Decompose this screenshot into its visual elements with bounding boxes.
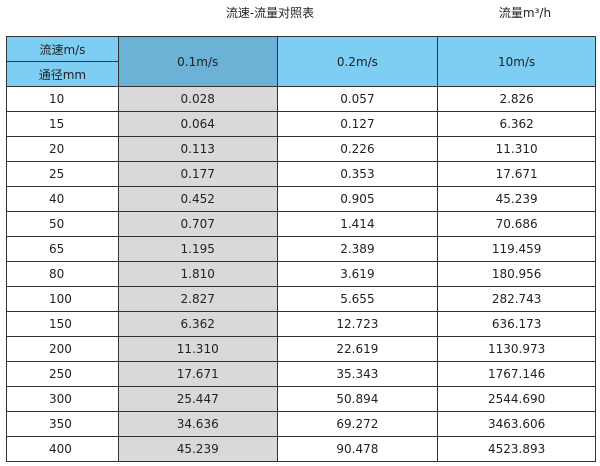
- table-row: 250 17.671 35.343 1767.146: [6, 361, 596, 387]
- flow-cell: 0.028: [117, 86, 278, 112]
- flow-cell: 282.743: [437, 286, 596, 312]
- table-title: 流速-流量对照表: [225, 6, 315, 20]
- flow-cell: 2.827: [117, 286, 278, 312]
- flow-cell: 22.619: [276, 336, 439, 362]
- flow-cell: 4523.893: [437, 436, 596, 462]
- flow-cell: 90.478: [276, 436, 439, 462]
- column-header: 10m/s: [437, 36, 596, 87]
- flow-cell: 17.671: [117, 361, 278, 387]
- flow-cell: 0.353: [276, 161, 439, 187]
- flow-cell: 69.272: [276, 411, 439, 437]
- diameter-cell: 40: [6, 186, 119, 212]
- flow-cell: 3.619: [276, 261, 439, 287]
- table-row: 100 2.827 5.655 282.743: [6, 286, 596, 312]
- flow-cell: 0.113: [117, 136, 278, 162]
- table-row: 300 25.447 50.894 2544.690: [6, 386, 596, 412]
- table-row: 65 1.195 2.389 119.459: [6, 236, 596, 262]
- table-row: 350 34.636 69.272 3463.606: [6, 411, 596, 437]
- diameter-cell: 50: [6, 211, 119, 237]
- flow-cell: 6.362: [437, 111, 596, 137]
- table-row: 10 0.028 0.057 2.826: [6, 86, 596, 112]
- table-row: 80 1.810 3.619 180.956: [6, 261, 596, 287]
- flow-cell: 5.655: [276, 286, 439, 312]
- diameter-cell: 10: [6, 86, 119, 112]
- header-row: 通径mm: [6, 61, 596, 87]
- table-row: 15 0.064 0.127 6.362: [6, 111, 596, 137]
- column-header: 0.1m/s: [117, 36, 278, 87]
- flow-cell: 1767.146: [437, 361, 596, 387]
- diameter-cell: 400: [6, 436, 119, 462]
- diameter-cell: 25: [6, 161, 119, 187]
- flow-cell: 0.064: [117, 111, 278, 137]
- flow-cell: 6.362: [117, 311, 278, 337]
- flow-cell: 17.671: [437, 161, 596, 187]
- flow-cell: 0.707: [117, 211, 278, 237]
- flow-cell: 180.956: [437, 261, 596, 287]
- diameter-cell: 20: [6, 136, 119, 162]
- flow-cell: 45.239: [437, 186, 596, 212]
- flow-cell: 0.452: [117, 186, 278, 212]
- flow-cell: 1.414: [276, 211, 439, 237]
- diameter-cell: 150: [6, 311, 119, 337]
- velocity-header: 流速m/s: [6, 36, 119, 62]
- table-row: 20 0.113 0.226 11.310: [6, 136, 596, 162]
- flow-cell: 119.459: [437, 236, 596, 262]
- diameter-cell: 80: [6, 261, 119, 287]
- unit-label: 流量m³/h: [498, 6, 552, 20]
- flow-cell: 636.173: [437, 311, 596, 337]
- flow-cell: 11.310: [437, 136, 596, 162]
- table-row: 200 11.310 22.619 1130.973: [6, 336, 596, 362]
- header-row: 流速m/s 0.1m/s 0.2m/s 10m/s: [6, 36, 596, 87]
- flow-cell: 0.127: [276, 111, 439, 137]
- diameter-cell: 300: [6, 386, 119, 412]
- flow-cell: 0.905: [276, 186, 439, 212]
- flow-cell: 34.636: [117, 411, 278, 437]
- flow-cell: 70.686: [437, 211, 596, 237]
- flow-cell: 0.177: [117, 161, 278, 187]
- table-row: 150 6.362 12.723 636.173: [6, 311, 596, 337]
- flow-cell: 0.226: [276, 136, 439, 162]
- table-row: 40 0.452 0.905 45.239: [6, 186, 596, 212]
- flow-cell: 3463.606: [437, 411, 596, 437]
- table-row: 25 0.177 0.353 17.671: [6, 161, 596, 187]
- flow-cell: 11.310: [117, 336, 278, 362]
- diameter-cell: 200: [6, 336, 119, 362]
- flow-cell: 12.723: [276, 311, 439, 337]
- flow-cell: 1130.973: [437, 336, 596, 362]
- flow-table: 流速m/s 0.1m/s 0.2m/s 10m/s 通径mm 10 0.028 0.…: [6, 36, 596, 462]
- flow-cell: 25.447: [117, 386, 278, 412]
- flow-cell: 50.894: [276, 386, 439, 412]
- diameter-cell: 250: [6, 361, 119, 387]
- diameter-cell: 65: [6, 236, 119, 262]
- flow-cell: 45.239: [117, 436, 278, 462]
- table-row: 400 45.239 90.478 4523.893: [6, 436, 596, 462]
- flow-cell: 35.343: [276, 361, 439, 387]
- flow-cell: 2544.690: [437, 386, 596, 412]
- diameter-header: 通径mm: [6, 61, 119, 87]
- flow-cell: 1.195: [117, 236, 278, 262]
- flow-cell: 1.810: [117, 261, 278, 287]
- diameter-cell: 350: [6, 411, 119, 437]
- diameter-cell: 15: [6, 111, 119, 137]
- diameter-cell: 100: [6, 286, 119, 312]
- flow-cell: 2.826: [437, 86, 596, 112]
- column-header: 0.2m/s: [276, 36, 439, 87]
- flow-cell: 2.389: [276, 236, 439, 262]
- table-row: 50 0.707 1.414 70.686: [6, 211, 596, 237]
- flow-cell: 0.057: [276, 86, 439, 112]
